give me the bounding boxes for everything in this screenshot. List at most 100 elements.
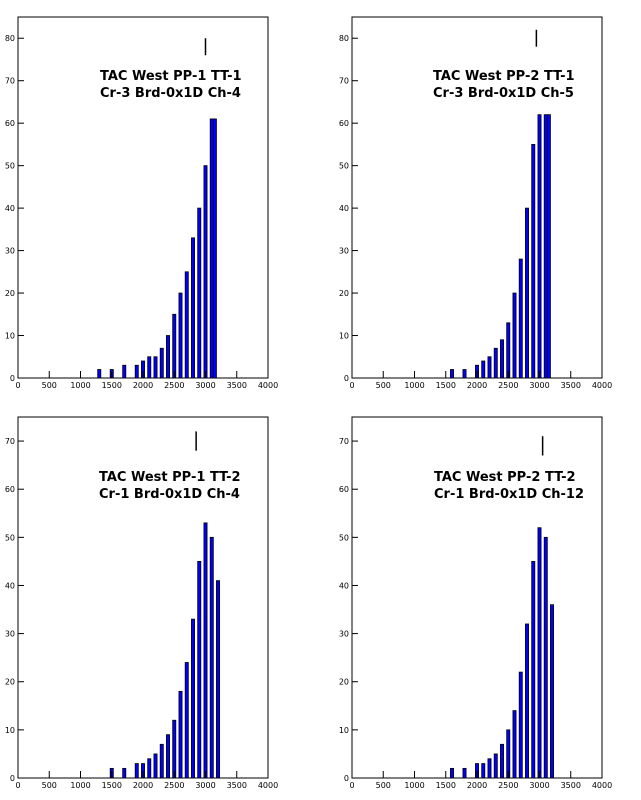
x-tick-label: 2500 [498,381,518,390]
y-tick-label: 10 [5,332,15,341]
histogram-bar [525,623,529,779]
y-tick-label: 70 [339,437,349,446]
histogram-bar [134,763,139,779]
histogram-bar [147,758,152,779]
x-tick-label: 1500 [436,781,456,790]
histogram-bar [203,165,208,379]
x-tick-label: 3000 [195,381,215,390]
x-tick-label: 4000 [258,381,278,390]
axes: 0 500 1000 1500 2000 2500 3000 3500 4000 0 10 20 30 4… [5,34,278,390]
histogram-bar [481,763,486,779]
y-tick-label: 0 [344,774,349,783]
histogram-title-line-1: TAC West PP-1 TT-2 [99,470,241,485]
x-tick-label: 3000 [529,381,549,390]
histogram-bar [166,335,170,379]
histogram-bar [153,356,158,379]
histogram-bar [531,144,536,379]
x-tick-label: 0 [349,381,354,390]
y-tick-label: 80 [5,34,15,43]
histogram-bar [134,364,139,379]
histogram-bar [493,347,498,379]
y-tick-label: 0 [10,374,15,383]
histogram-panel-3: 0 500 1000 1500 2000 2500 3000 3500 4000 0 10 20 30 4… [5,416,278,790]
histogram-bar [153,753,158,779]
x-tick-label: 0 [15,781,20,790]
x-tick-label: 2000 [133,381,153,390]
axes: 0 500 1000 1500 2000 2500 3000 3500 4000 0 10 20 30 4… [339,437,612,790]
x-tick-label: 3500 [561,781,581,790]
y-tick-label: 30 [5,630,15,639]
histogram-bar [500,743,504,779]
histogram-bar [462,369,467,379]
x-tick-label: 3000 [529,781,549,790]
histogram-bar [212,118,217,379]
histogram-bar [512,710,517,779]
histogram-bar [178,690,183,779]
x-tick-label: 1000 [70,781,90,790]
x-tick-label: 500 [42,781,57,790]
histogram-bar [462,767,467,779]
histogram-bar [512,292,517,379]
y-tick-label: 0 [10,774,15,783]
histogram-bar [525,207,529,379]
x-tick-label: 2500 [164,781,184,790]
histogram-bar [550,604,554,779]
histogram-bar [191,237,195,379]
y-tick-label: 20 [5,289,15,298]
y-tick-label: 70 [5,77,15,86]
histogram-bar [506,322,511,379]
histogram-bar [209,536,214,779]
histogram-bar [122,364,127,379]
x-tick-label: 500 [376,381,391,390]
histogram-bars [450,527,554,779]
axes: 0 500 1000 1500 2000 2500 3000 3500 4000 0 10 20 30 4… [339,34,612,390]
x-tick-label: 3000 [195,781,215,790]
histogram-bar [537,527,542,779]
histogram-bar [500,339,504,379]
plot-frame [351,16,603,379]
y-tick-label: 10 [5,726,15,735]
histogram-title-line-2: Cr-3 Brd-0x1D Ch-4 [100,86,241,101]
x-tick-label: 0 [15,381,20,390]
y-tick-label: 60 [5,119,15,128]
histogram-bar [450,767,454,779]
histogram-bar [147,356,152,379]
x-tick-label: 4000 [592,781,612,790]
y-tick-label: 50 [5,162,15,171]
y-tick-label: 0 [344,374,349,383]
x-tick-label: 2000 [467,381,487,390]
y-tick-label: 70 [5,437,15,446]
x-tick-label: 2500 [498,781,518,790]
histogram-bars [450,114,551,379]
histogram-bar [487,356,492,379]
histogram-bar [172,719,177,779]
y-tick-label: 10 [339,726,349,735]
histogram-bar [178,292,183,379]
x-tick-label: 4000 [258,781,278,790]
x-tick-label: 3500 [561,381,581,390]
histogram-panel-2: 0 500 1000 1500 2000 2500 3000 3500 4000 0 10 20 30 4… [339,16,612,390]
histogram-title-line-1: TAC West PP-2 TT-1 [433,69,575,84]
x-tick-label: 500 [42,381,57,390]
y-tick-label: 30 [339,247,349,256]
histogram-bar [166,734,170,779]
y-tick-label: 60 [339,485,349,494]
histogram-bar [493,753,498,779]
histogram-bar [518,671,523,779]
y-tick-label: 40 [339,204,349,213]
histogram-title-line-1: TAC West PP-2 TT-2 [434,470,576,485]
y-tick-label: 80 [339,34,349,43]
x-tick-label: 2500 [164,381,184,390]
y-tick-label: 20 [339,678,349,687]
y-tick-label: 10 [339,332,349,341]
y-tick-label: 40 [339,581,349,590]
x-tick-label: 500 [376,781,391,790]
histogram-bar [172,313,177,379]
x-tick-label: 2000 [467,781,487,790]
histogram-title-line-2: Cr-3 Brd-0x1D Ch-5 [433,86,574,101]
y-tick-label: 50 [5,533,15,542]
histogram-bar [543,114,548,379]
histogram-bar [197,207,202,379]
y-tick-label: 30 [5,247,15,256]
